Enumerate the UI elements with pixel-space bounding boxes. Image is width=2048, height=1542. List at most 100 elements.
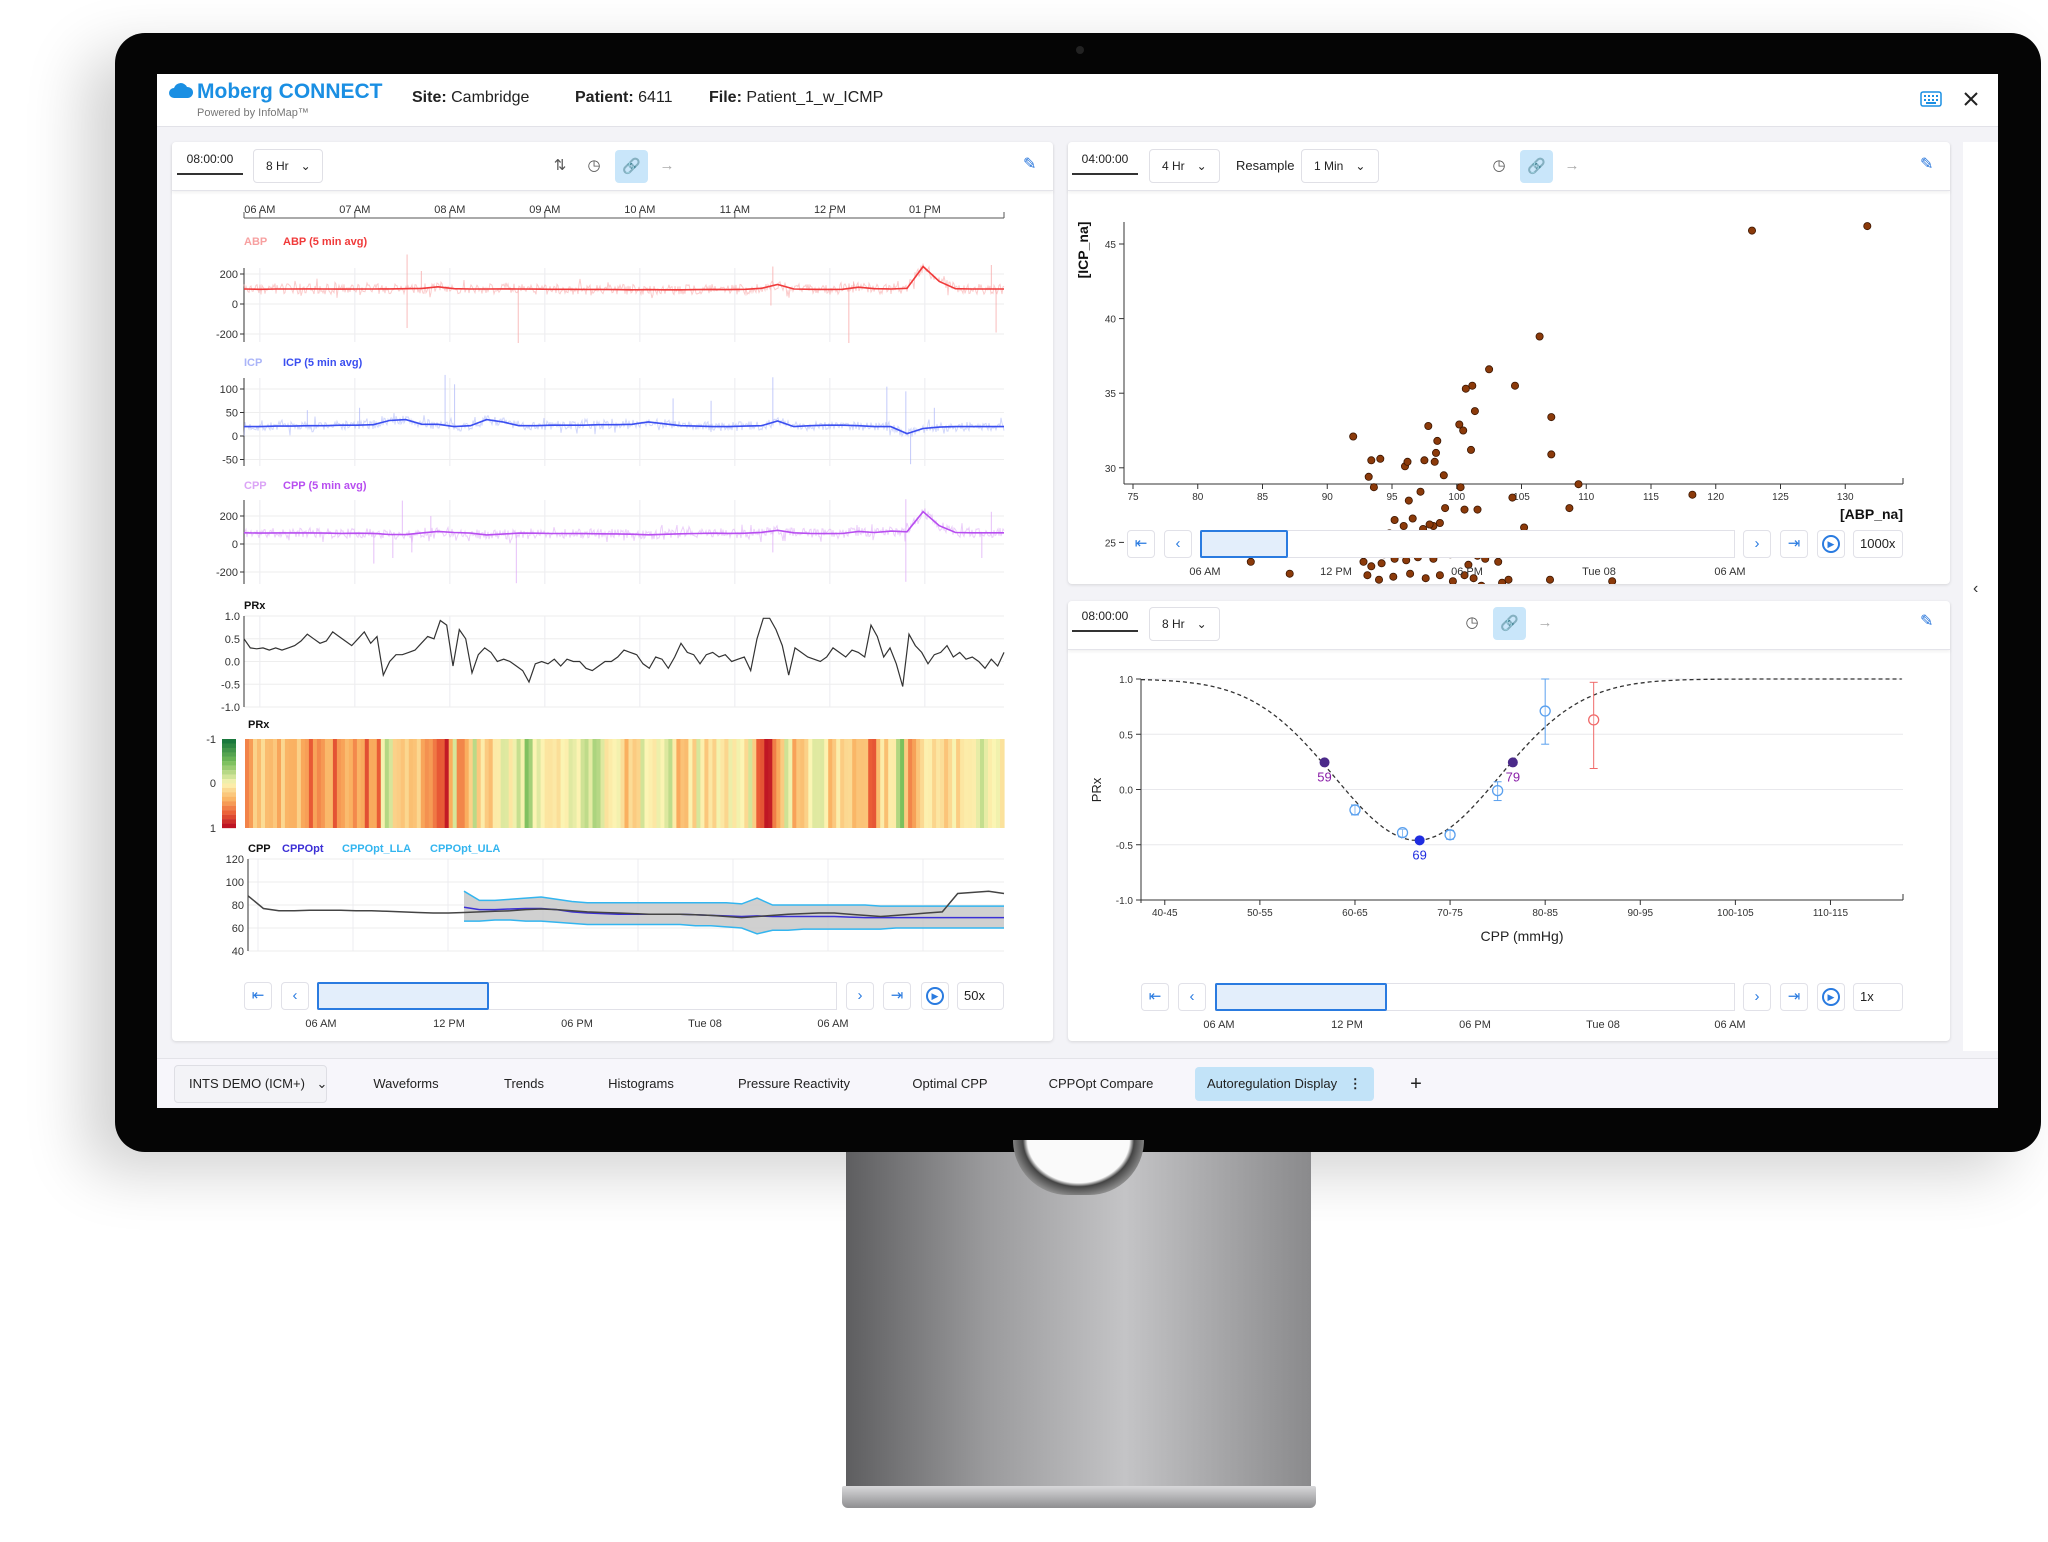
first-button[interactable]: ⇤ xyxy=(244,982,272,1010)
collapse-icon[interactable]: ⇅ xyxy=(553,157,567,174)
profile-dropdown[interactable]: INTS DEMO (ICM+) ⌄ xyxy=(174,1065,327,1103)
edit-pencil-icon[interactable]: ✎ xyxy=(1920,156,1934,173)
heatmap-cell xyxy=(600,739,606,828)
heatmap-cell xyxy=(728,739,733,828)
clock-icon[interactable]: ◷ xyxy=(1492,157,1506,174)
scatter-x-tick-label: 105 xyxy=(1513,492,1530,503)
heatmap-scale-cell xyxy=(222,774,236,780)
tab-autoregulation-display[interactable]: Autoregulation Display ⋮ xyxy=(1195,1067,1374,1101)
heatmap-cell xyxy=(308,739,314,828)
previous-button[interactable]: ‹ xyxy=(281,982,309,1010)
scatter-point xyxy=(1420,456,1429,465)
edit-pencil-icon[interactable]: ✎ xyxy=(1920,613,1934,630)
navigator-tick-label: 06 PM xyxy=(1451,566,1483,578)
camera xyxy=(1076,46,1084,54)
navigator-tick-label: 12 PM xyxy=(1331,1019,1363,1031)
heatmap-cell xyxy=(660,739,666,828)
speed-dropdown[interactable]: 1x xyxy=(1853,983,1903,1011)
scatter-point xyxy=(1432,448,1441,457)
last-button[interactable]: ⇥ xyxy=(883,982,911,1010)
scatter-point xyxy=(1375,575,1384,584)
play-button[interactable]: ▶ xyxy=(1817,983,1845,1011)
arrow-right-icon[interactable]: → xyxy=(659,157,675,174)
previous-button[interactable]: ‹ xyxy=(1178,983,1206,1011)
prx-y-tick-label: 1.0 xyxy=(225,611,240,623)
link-toggle-button[interactable]: 🔗 xyxy=(1520,150,1553,183)
play-button[interactable]: ▶ xyxy=(921,982,949,1010)
previous-button[interactable]: ‹ xyxy=(1164,530,1192,558)
window-dropdown[interactable]: 8 Hr ⌄ xyxy=(1149,607,1220,641)
navigator-window[interactable] xyxy=(317,982,489,1010)
first-button[interactable]: ⇤ xyxy=(1141,983,1169,1011)
file-label: File: xyxy=(709,89,742,106)
scatter-point xyxy=(1608,577,1617,584)
link-toggle-button[interactable]: 🔗 xyxy=(615,150,648,183)
resample-dropdown[interactable]: 1 Min ⌄ xyxy=(1301,149,1379,183)
clock-icon[interactable]: ◷ xyxy=(1465,614,1479,631)
next-button[interactable]: › xyxy=(1743,983,1771,1011)
arrow-right-icon[interactable]: → xyxy=(1537,614,1553,631)
autoreg-y-tick-label: -1.0 xyxy=(1116,896,1134,907)
profile-value: INTS DEMO (ICM+) xyxy=(189,1076,305,1091)
edit-pencil-icon[interactable]: ✎ xyxy=(1023,156,1037,173)
navigator-tick-label: 06 AM xyxy=(817,1018,849,1030)
navigator-window[interactable] xyxy=(1215,983,1387,1011)
scatter-x-tick-label: 100 xyxy=(1448,492,1465,503)
heatmap-cell xyxy=(269,739,274,828)
window-dropdown[interactable]: 4 Hr ⌄ xyxy=(1149,149,1220,183)
speed-dropdown[interactable]: 1000x xyxy=(1853,530,1903,558)
heatmap-cell xyxy=(776,739,781,828)
heatmap-scale-cell xyxy=(222,743,236,749)
heatmap-cell xyxy=(396,739,402,828)
tab-waveforms[interactable]: Waveforms xyxy=(373,1076,439,1091)
play-button[interactable]: ▶ xyxy=(1817,530,1845,558)
close-icon[interactable] xyxy=(1963,91,1979,107)
cpp-raw-series xyxy=(243,508,1005,544)
more-options-icon[interactable]: ⋮ xyxy=(1348,1076,1362,1091)
tab-histograms[interactable]: Histograms xyxy=(608,1076,674,1091)
scatter-point xyxy=(1430,457,1439,466)
scatter-point xyxy=(1511,381,1520,390)
heatmap-cell xyxy=(320,739,326,828)
speed-dropdown[interactable]: 50x xyxy=(957,982,1004,1010)
heatmap-cell xyxy=(612,739,618,828)
site-label: Site: xyxy=(412,89,447,106)
heatmap-cell xyxy=(428,739,434,828)
bin-point xyxy=(1539,705,1551,717)
chevron-left-icon[interactable]: ‹ xyxy=(1973,580,1979,597)
icp-avg-legend: ICP (5 min avg) xyxy=(283,357,363,369)
scatter-point xyxy=(1535,332,1544,341)
navigator-tick-label: 06 AM xyxy=(1714,1019,1746,1031)
window-dropdown[interactable]: 8 Hr ⌄ xyxy=(253,149,323,183)
keyboard-icon[interactable] xyxy=(1920,91,1942,107)
navigator-track[interactable] xyxy=(1200,530,1735,558)
autoreg-x-tick-label: 60-65 xyxy=(1342,908,1368,919)
scatter-point xyxy=(1359,557,1368,566)
link-toggle-button[interactable]: 🔗 xyxy=(1493,607,1526,640)
scatter-point xyxy=(1448,577,1457,584)
autoreg-x-tick-label: 40-45 xyxy=(1152,908,1178,919)
tab-pressure-reactivity[interactable]: Pressure Reactivity xyxy=(738,1076,850,1091)
heatmap-cell xyxy=(568,739,574,828)
tab-trends[interactable]: Trends xyxy=(504,1076,544,1091)
last-button[interactable]: ⇥ xyxy=(1780,983,1808,1011)
arrow-right-icon[interactable]: → xyxy=(1564,157,1580,174)
prx-y-tick-label: 0.5 xyxy=(225,634,240,646)
navigator-window[interactable] xyxy=(1200,530,1289,558)
first-button[interactable]: ⇤ xyxy=(1127,530,1155,558)
heatmap-cell xyxy=(1000,739,1005,828)
scatter-point xyxy=(1364,472,1373,481)
heatmap-cell xyxy=(480,739,486,828)
next-button[interactable]: › xyxy=(1743,530,1771,558)
last-button[interactable]: ⇥ xyxy=(1780,530,1808,558)
clock-icon[interactable]: ◷ xyxy=(587,157,601,174)
next-button[interactable]: › xyxy=(846,982,874,1010)
heatmap-cell xyxy=(784,739,789,828)
app-header: Moberg CONNECT Powered by InfoMap™ Site:… xyxy=(157,74,1998,127)
tab-cppopt-compare[interactable]: CPPOpt Compare xyxy=(1048,1076,1154,1091)
heatmap-scale-cell xyxy=(222,747,236,753)
heatmap-cell xyxy=(484,739,490,828)
add-tab-button[interactable]: + xyxy=(1410,1073,1422,1095)
tab-optimal-cpp[interactable]: Optimal CPP xyxy=(912,1076,988,1091)
heatmap-cell xyxy=(316,739,322,828)
